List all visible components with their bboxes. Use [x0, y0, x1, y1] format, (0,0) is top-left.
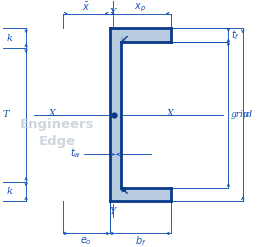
Text: $e_o$: $e_o$	[80, 235, 92, 247]
Polygon shape	[110, 28, 171, 201]
Text: Y: Y	[110, 8, 116, 17]
Text: $\bar{x}$: $\bar{x}$	[82, 1, 90, 13]
Text: $x_p$: $x_p$	[134, 1, 146, 14]
Text: k: k	[7, 187, 13, 196]
Text: X: X	[166, 109, 173, 118]
Text: X: X	[49, 109, 56, 118]
Text: d: d	[245, 110, 252, 119]
Text: k: k	[7, 34, 13, 43]
Text: $b_f$: $b_f$	[135, 234, 146, 247]
Text: T: T	[3, 110, 9, 119]
Text: grip: grip	[231, 110, 250, 119]
Text: $t_f$: $t_f$	[231, 28, 240, 42]
Text: Engineers
Edge: Engineers Edge	[20, 118, 95, 148]
Polygon shape	[121, 37, 127, 42]
Text: Y: Y	[110, 207, 116, 216]
Polygon shape	[121, 188, 127, 193]
Text: $t_w$: $t_w$	[69, 146, 81, 160]
